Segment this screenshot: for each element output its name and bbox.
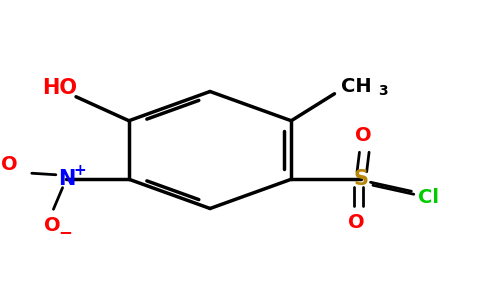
Text: O: O (355, 126, 372, 145)
Text: CH: CH (341, 77, 371, 96)
Text: −: − (59, 223, 73, 241)
Text: Cl: Cl (418, 188, 439, 207)
Text: +: + (74, 163, 86, 178)
Text: HO: HO (42, 78, 76, 98)
Text: S: S (353, 169, 368, 189)
Text: O: O (44, 216, 60, 235)
Text: O: O (1, 155, 18, 174)
Text: N: N (58, 169, 75, 189)
Text: 3: 3 (378, 84, 387, 98)
Text: O: O (348, 213, 364, 232)
